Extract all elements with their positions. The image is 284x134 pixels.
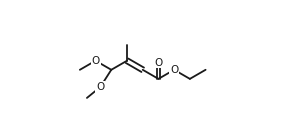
Text: O: O xyxy=(170,65,178,75)
Text: O: O xyxy=(96,82,105,92)
Text: O: O xyxy=(91,56,100,66)
Text: O: O xyxy=(154,57,162,68)
